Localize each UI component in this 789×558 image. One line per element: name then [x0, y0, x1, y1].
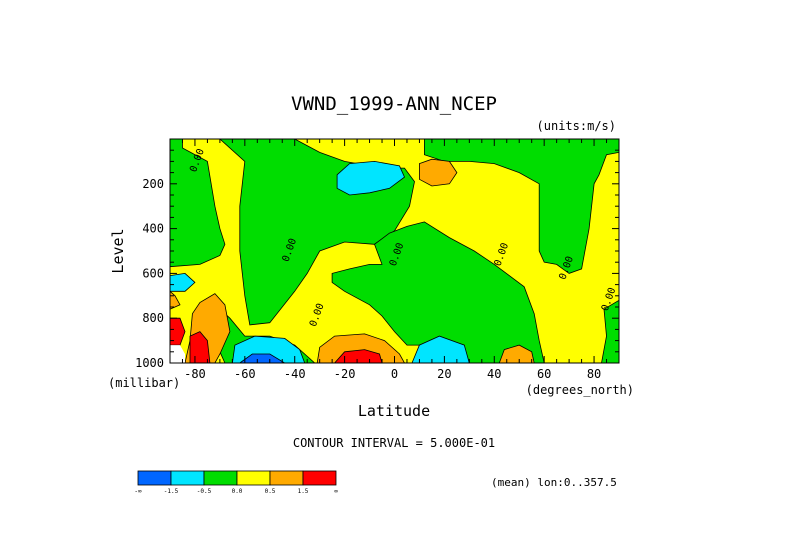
contour-interval-label: CONTOUR INTERVAL = 5.000E-01 [293, 436, 495, 450]
x-tick-label: -20 [334, 367, 356, 381]
y-tick-label: 800 [142, 311, 164, 325]
x-axis: -80 -60 -40 -20 0 20 40 60 80 [169, 139, 620, 381]
y-axis-label: Level [109, 228, 127, 273]
x-axis-label: Latitude [358, 402, 430, 420]
colorbar-label: -∞ [134, 488, 142, 495]
colorbar-label: 0.5 [265, 488, 276, 495]
y-axis: 200 400 600 800 1000 [135, 138, 619, 370]
y-tick-label: 200 [142, 177, 164, 191]
chart-title: VWND_1999-ANN_NCEP [291, 93, 497, 115]
contour-region-cyan-7 [170, 272, 196, 292]
contour-region-orange-13 [418, 158, 458, 187]
x-tick-label: -80 [184, 367, 206, 381]
colorbar-label: -0.5 [197, 488, 212, 495]
colorbar-label: 0.0 [232, 488, 243, 495]
x-tick-label: 20 [437, 367, 451, 381]
x-axis-units: (degrees_north) [526, 383, 634, 397]
y-axis-units: (millibar) [108, 376, 180, 390]
y-tick-label: 1000 [135, 356, 164, 370]
y-tick-label: 400 [142, 222, 164, 236]
x-tick-label: 80 [587, 367, 601, 381]
contour-region-orange-15 [498, 344, 535, 363]
colorbar: -∞ -1.5 -0.5 0.0 0.5 1.5 ∞ [134, 470, 338, 495]
y-tick-label: 600 [142, 266, 164, 280]
colorbar-swatch [170, 470, 205, 486]
contour-region-cyan-9 [411, 335, 470, 363]
contour-region-green-0 [170, 139, 226, 268]
contour-region-red-18 [170, 317, 186, 346]
colorbar-swatch [236, 470, 271, 486]
contour-region-green-4 [601, 299, 619, 363]
colorbar-swatch [269, 470, 304, 486]
x-tick-label: -40 [284, 367, 306, 381]
colorbar-swatch [137, 470, 172, 486]
units-label: (units:m/s) [537, 119, 616, 133]
colorbar-swatch [203, 470, 238, 486]
x-tick-label: 60 [537, 367, 551, 381]
x-tick-label: 40 [487, 367, 501, 381]
colorbar-label: 1.5 [298, 488, 309, 495]
colorbar-swatch [302, 470, 337, 486]
colorbar-label: ∞ [334, 488, 338, 495]
contour-region-green-2 [423, 139, 619, 274]
colorbar-label: -1.5 [164, 488, 179, 495]
mean-lon-annotation: (mean) lon:0..357.5 [491, 476, 617, 489]
contour-region-red-17 [189, 331, 211, 363]
contour-region-cyan-6 [336, 160, 405, 196]
x-tick-label: -60 [234, 367, 256, 381]
x-tick-label: 0 [391, 367, 398, 381]
missing-data-region-0 [170, 345, 185, 363]
contour-region-orange-12 [316, 333, 405, 363]
contour-region-red-16 [334, 349, 383, 363]
contour-plot-area: 0.000.00 0.00 0.000.000.000.00 [170, 139, 619, 363]
contour-region-blue-10 [239, 353, 286, 363]
contour-regions [170, 139, 619, 363]
